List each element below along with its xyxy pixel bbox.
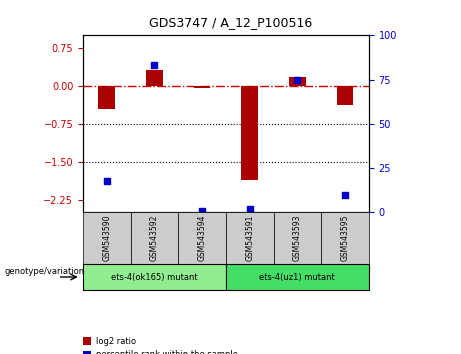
Text: ets-4(uz1) mutant: ets-4(uz1) mutant (260, 273, 335, 281)
Bar (99, 86, 115, 109)
Text: log2 ratio: log2 ratio (96, 337, 136, 346)
Point (294, 77, 301, 82)
Bar (146, 70, 163, 86)
Text: ets-4(ok165) mutant: ets-4(ok165) mutant (111, 273, 198, 281)
Bar (337, 86, 353, 105)
Bar (194, 86, 210, 88)
Text: GSM543594: GSM543594 (198, 215, 207, 261)
Point (198, 208, 206, 213)
Text: GDS3747 / A_12_P100516: GDS3747 / A_12_P100516 (149, 16, 312, 29)
Text: GSM543595: GSM543595 (341, 215, 349, 261)
Point (151, 63, 158, 68)
Text: GSM543592: GSM543592 (150, 215, 159, 261)
Bar (242, 86, 258, 179)
Text: GSM543591: GSM543591 (245, 215, 254, 261)
Text: GSM543590: GSM543590 (102, 215, 111, 261)
Text: genotype/variation: genotype/variation (5, 267, 85, 276)
Bar (289, 77, 306, 86)
Text: percentile rank within the sample: percentile rank within the sample (96, 350, 238, 354)
Text: GSM543593: GSM543593 (293, 215, 302, 261)
Point (341, 192, 349, 198)
Point (246, 206, 254, 212)
Point (103, 178, 111, 183)
